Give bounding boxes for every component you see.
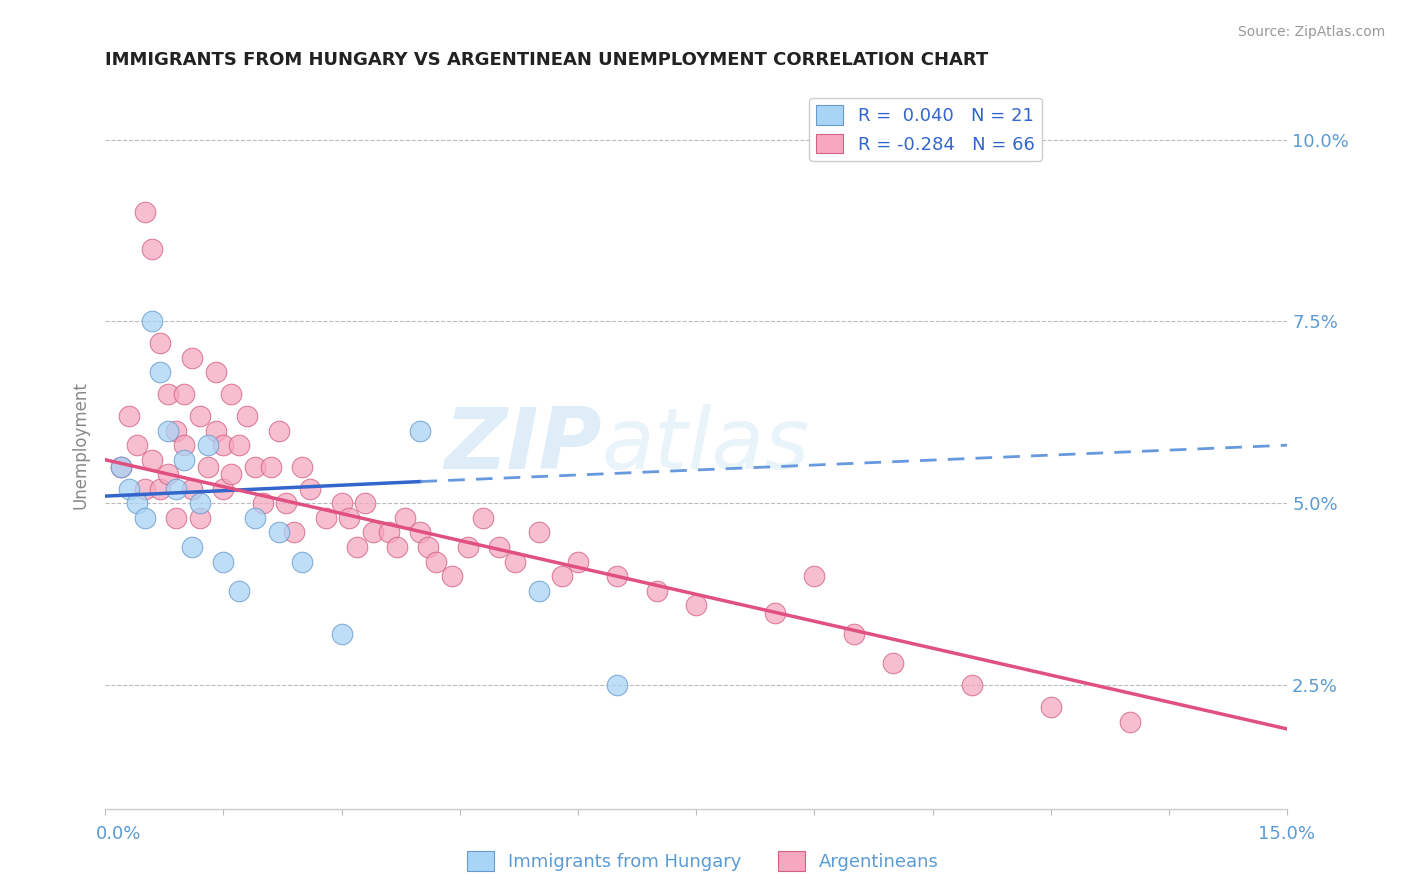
Point: [118, 482, 141, 496]
Point: [330, 627, 353, 641]
Point: [291, 460, 314, 475]
Point: [503, 555, 526, 569]
Point: [276, 496, 298, 510]
Point: [394, 511, 416, 525]
Point: [212, 555, 235, 569]
Point: [472, 511, 495, 525]
Point: [141, 314, 163, 328]
Point: [188, 409, 211, 423]
Text: atlas: atlas: [602, 404, 810, 487]
Text: IMMIGRANTS FROM HUNGARY VS ARGENTINEAN UNEMPLOYMENT CORRELATION CHART: IMMIGRANTS FROM HUNGARY VS ARGENTINEAN U…: [105, 51, 988, 69]
Point: [197, 438, 219, 452]
Point: [457, 540, 479, 554]
Point: [252, 496, 274, 510]
Point: [134, 482, 156, 496]
Point: [221, 387, 243, 401]
Point: [197, 460, 219, 475]
Point: [173, 452, 195, 467]
Point: [527, 583, 550, 598]
Point: [212, 482, 235, 496]
Point: [1118, 714, 1140, 729]
Point: [418, 540, 440, 554]
Point: [425, 555, 447, 569]
Point: [141, 242, 163, 256]
Point: [180, 540, 202, 554]
Point: [165, 482, 187, 496]
Point: [267, 424, 290, 438]
Point: [378, 525, 401, 540]
Point: [267, 525, 290, 540]
Point: [488, 540, 510, 554]
Point: [315, 511, 337, 525]
Text: 0.0%: 0.0%: [96, 825, 141, 843]
Point: [236, 409, 259, 423]
Point: [243, 460, 266, 475]
Point: [385, 540, 408, 554]
Point: [882, 657, 904, 671]
Point: [204, 424, 226, 438]
Point: [118, 409, 141, 423]
Point: [527, 525, 550, 540]
Point: [283, 525, 305, 540]
Point: [221, 467, 243, 482]
Point: [165, 424, 187, 438]
Point: [606, 678, 628, 692]
Text: 15.0%: 15.0%: [1257, 825, 1315, 843]
Point: [188, 496, 211, 510]
Point: [299, 482, 322, 496]
Point: [763, 606, 786, 620]
Text: Source: ZipAtlas.com: Source: ZipAtlas.com: [1237, 25, 1385, 39]
Point: [645, 583, 668, 598]
Point: [685, 599, 707, 613]
Point: [291, 555, 314, 569]
Point: [173, 438, 195, 452]
Point: [204, 365, 226, 379]
Point: [1039, 700, 1062, 714]
Point: [157, 387, 180, 401]
Point: [110, 460, 132, 475]
Point: [330, 496, 353, 510]
Point: [110, 460, 132, 475]
Point: [134, 511, 156, 525]
Point: [134, 205, 156, 219]
Point: [361, 525, 384, 540]
Point: [346, 540, 368, 554]
Point: [606, 569, 628, 583]
Point: [149, 336, 172, 351]
Y-axis label: Unemployment: Unemployment: [72, 381, 89, 509]
Point: [409, 424, 432, 438]
Point: [567, 555, 589, 569]
Point: [339, 511, 361, 525]
Point: [157, 467, 180, 482]
Point: [173, 387, 195, 401]
Point: [243, 511, 266, 525]
Point: [188, 511, 211, 525]
Point: [180, 482, 202, 496]
Point: [354, 496, 377, 510]
Point: [125, 496, 148, 510]
Point: [228, 438, 250, 452]
Point: [157, 424, 180, 438]
Point: [141, 452, 163, 467]
Point: [842, 627, 865, 641]
Point: [149, 365, 172, 379]
Point: [409, 525, 432, 540]
Point: [212, 438, 235, 452]
Point: [960, 678, 983, 692]
Point: [149, 482, 172, 496]
Point: [180, 351, 202, 365]
Point: [125, 438, 148, 452]
Point: [260, 460, 283, 475]
Point: [228, 583, 250, 598]
Point: [165, 511, 187, 525]
Legend: R =  0.040   N = 21, R = -0.284   N = 66: R = 0.040 N = 21, R = -0.284 N = 66: [808, 97, 1042, 161]
Point: [803, 569, 825, 583]
Legend: Immigrants from Hungary, Argentineans: Immigrants from Hungary, Argentineans: [460, 844, 946, 879]
Text: ZIP: ZIP: [444, 404, 602, 487]
Point: [551, 569, 574, 583]
Point: [440, 569, 463, 583]
